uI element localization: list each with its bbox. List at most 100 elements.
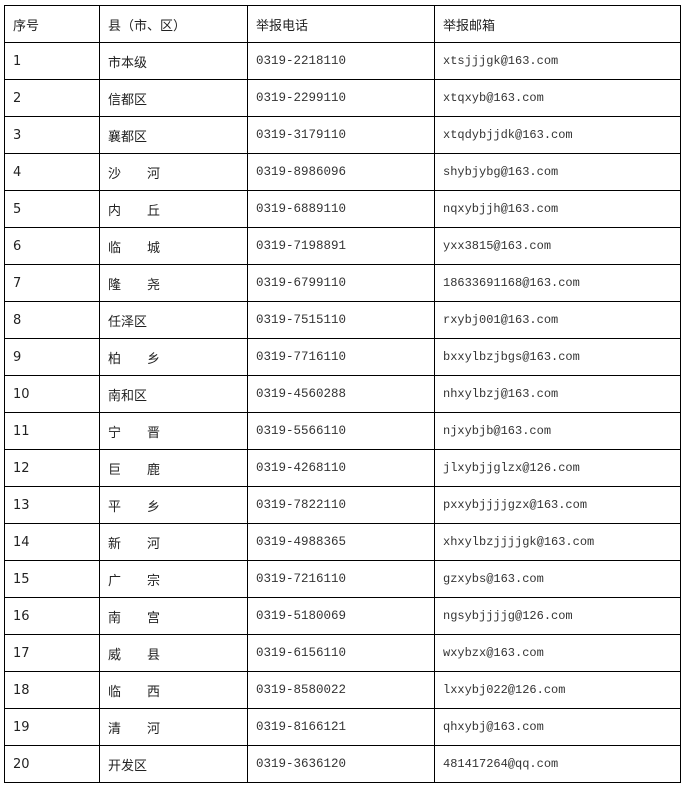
email-address: lxxybj022@126.com — [434, 671, 681, 709]
row-number: 5 — [4, 190, 100, 228]
phone-number: 0319-4268110 — [247, 449, 435, 487]
phone-number: 0319-3636120 — [247, 745, 435, 783]
phone-number: 0319-8986096 — [247, 153, 435, 191]
email-address: xtsjjjgk@163.com — [434, 42, 681, 80]
email-address: wxybzx@163.com — [434, 634, 681, 672]
phone-number: 0319-6156110 — [247, 634, 435, 672]
row-number: 14 — [4, 523, 100, 561]
county-name: 平 乡 — [99, 486, 248, 524]
email-address: xtqxyb@163.com — [434, 79, 681, 117]
row-number: 10 — [4, 375, 100, 413]
email-address: yxx3815@163.com — [434, 227, 681, 265]
phone-number: 0319-8580022 — [247, 671, 435, 709]
county-name: 沙 河 — [99, 153, 248, 191]
county-name: 宁 晋 — [99, 412, 248, 450]
row-number: 4 — [4, 153, 100, 191]
table-row: 16 南 宫 0319-5180069 ngsybjjjjg@126.com — [4, 597, 681, 635]
row-number: 7 — [4, 264, 100, 302]
table-row: 3 襄都区 0319-3179110 xtqdybjjdk@163.com — [4, 116, 681, 154]
county-name: 清 河 — [99, 708, 248, 746]
row-number: 16 — [4, 597, 100, 635]
email-address: bxxylbzjbgs@163.com — [434, 338, 681, 376]
county-name: 巨 鹿 — [99, 449, 248, 487]
table-row: 11 宁 晋 0319-5566110 njxybjb@163.com — [4, 412, 681, 450]
table-header-row: 序号 县（市、区） 举报电话 举报邮箱 — [4, 5, 681, 43]
row-number: 9 — [4, 338, 100, 376]
county-name: 市本级 — [99, 42, 248, 80]
table-row: 19 清 河 0319-8166121 qhxybj@163.com — [4, 708, 681, 746]
email-address: nqxybjjh@163.com — [434, 190, 681, 228]
email-address: shybjybg@163.com — [434, 153, 681, 191]
row-number: 17 — [4, 634, 100, 672]
row-number: 2 — [4, 79, 100, 117]
email-address: xhxylbzjjjjgk@163.com — [434, 523, 681, 561]
county-name: 信都区 — [99, 79, 248, 117]
table-row: 8 任泽区 0319-7515110 rxybj001@163.com — [4, 301, 681, 339]
email-address: jlxybjjglzx@126.com — [434, 449, 681, 487]
email-address: nhxylbzj@163.com — [434, 375, 681, 413]
table-row: 20 开发区 0319-3636120 481417264@qq.com — [4, 745, 681, 783]
phone-number: 0319-5566110 — [247, 412, 435, 450]
row-number: 12 — [4, 449, 100, 487]
email-address: gzxybs@163.com — [434, 560, 681, 598]
county-name: 内 丘 — [99, 190, 248, 228]
county-name: 开发区 — [99, 745, 248, 783]
county-name: 柏 乡 — [99, 338, 248, 376]
header-phone: 举报电话 — [247, 5, 435, 43]
report-contacts-table: 序号 县（市、区） 举报电话 举报邮箱 1 市本级 0319-2218110 xtsj… — [4, 5, 681, 783]
table-body: 序号 县（市、区） 举报电话 举报邮箱 1 市本级 0319-2218110 xtsj… — [4, 5, 681, 783]
phone-number: 0319-7822110 — [247, 486, 435, 524]
phone-number: 0319-7198891 — [247, 227, 435, 265]
phone-number: 0319-6799110 — [247, 264, 435, 302]
header-county: 县（市、区） — [99, 5, 248, 43]
email-address: ngsybjjjjg@126.com — [434, 597, 681, 635]
phone-number: 0319-4988365 — [247, 523, 435, 561]
header-number: 序号 — [4, 5, 100, 43]
row-number: 15 — [4, 560, 100, 598]
phone-number: 0319-7216110 — [247, 560, 435, 598]
phone-number: 0319-2218110 — [247, 42, 435, 80]
row-number: 3 — [4, 116, 100, 154]
table-row: 12 巨 鹿 0319-4268110 jlxybjjglzx@126.com — [4, 449, 681, 487]
county-name: 隆 尧 — [99, 264, 248, 302]
county-name: 南和区 — [99, 375, 248, 413]
row-number: 1 — [4, 42, 100, 80]
row-number: 11 — [4, 412, 100, 450]
phone-number: 0319-6889110 — [247, 190, 435, 228]
row-number: 6 — [4, 227, 100, 265]
email-address: qhxybj@163.com — [434, 708, 681, 746]
phone-number: 0319-7716110 — [247, 338, 435, 376]
county-name: 任泽区 — [99, 301, 248, 339]
row-number: 20 — [4, 745, 100, 783]
email-address: 18633691168@163.com — [434, 264, 681, 302]
email-address: xtqdybjjdk@163.com — [434, 116, 681, 154]
header-email: 举报邮箱 — [434, 5, 681, 43]
table-row: 1 市本级 0319-2218110 xtsjjjgk@163.com — [4, 42, 681, 80]
table-row: 17 威 县 0319-6156110 wxybzx@163.com — [4, 634, 681, 672]
phone-number: 0319-4560288 — [247, 375, 435, 413]
county-name: 临 城 — [99, 227, 248, 265]
table-row: 15 广 宗 0319-7216110 gzxybs@163.com — [4, 560, 681, 598]
phone-number: 0319-7515110 — [247, 301, 435, 339]
phone-number: 0319-2299110 — [247, 79, 435, 117]
row-number: 13 — [4, 486, 100, 524]
email-address: rxybj001@163.com — [434, 301, 681, 339]
county-name: 临 西 — [99, 671, 248, 709]
county-name: 襄都区 — [99, 116, 248, 154]
table-row: 14 新 河 0319-4988365 xhxylbzjjjjgk@163.com — [4, 523, 681, 561]
email-address: njxybjb@163.com — [434, 412, 681, 450]
email-address: pxxybjjjjgzx@163.com — [434, 486, 681, 524]
county-name: 新 河 — [99, 523, 248, 561]
table-row: 18 临 西 0319-8580022 lxxybj022@126.com — [4, 671, 681, 709]
row-number: 8 — [4, 301, 100, 339]
county-name: 威 县 — [99, 634, 248, 672]
phone-number: 0319-5180069 — [247, 597, 435, 635]
row-number: 18 — [4, 671, 100, 709]
phone-number: 0319-3179110 — [247, 116, 435, 154]
county-name: 南 宫 — [99, 597, 248, 635]
